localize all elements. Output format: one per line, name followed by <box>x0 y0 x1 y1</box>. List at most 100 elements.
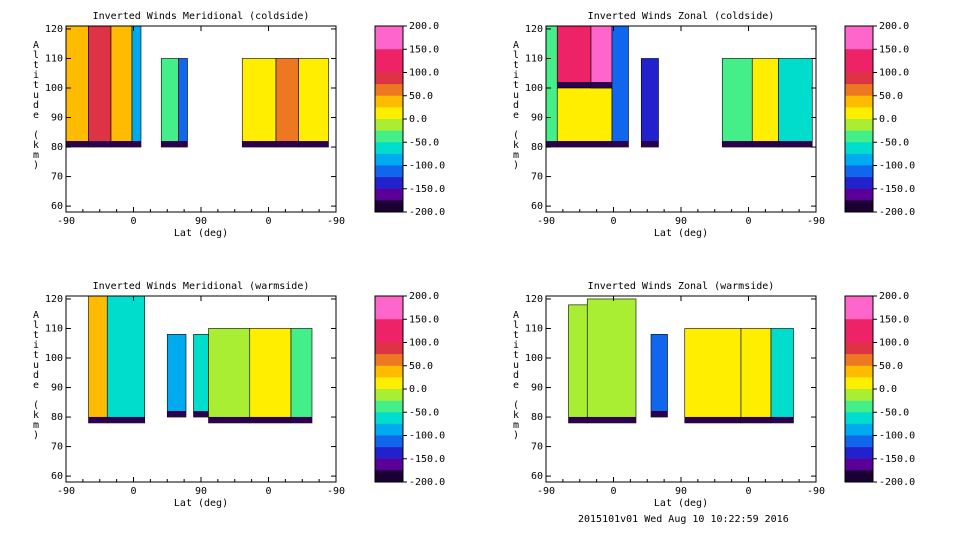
data-region <box>106 295 146 424</box>
colorbar-segment <box>845 319 873 332</box>
y-tick-label: 60 <box>51 201 63 212</box>
colorbar-segment <box>375 177 403 190</box>
colorbar-segment <box>845 447 873 460</box>
colorbar-segment <box>375 95 403 108</box>
colorbar-segment <box>375 342 403 355</box>
colorbar-tick-label: 0.0 <box>879 384 897 395</box>
data-region <box>650 334 668 418</box>
data-region-edge <box>111 141 132 148</box>
colorbar: 200.0 150.0 100.0 50.0 0.0 -50.0 -100.0 -150.0 -… <box>374 291 445 488</box>
colorbar-segment <box>845 130 873 143</box>
colorbar-tick-label: -100.0 <box>409 161 445 172</box>
y-tick-label: 100 <box>45 83 63 94</box>
data-region-edge <box>208 416 250 423</box>
colorbar-tick-label: 100.0 <box>879 68 909 79</box>
y-tick-label: 70 <box>531 172 543 183</box>
colorbar-tick-label: 150.0 <box>409 44 439 55</box>
data-region-edge <box>276 141 299 148</box>
data-region-edge <box>178 141 188 148</box>
y-tick-label: 80 <box>531 412 543 423</box>
data-region-edge <box>722 141 753 148</box>
footer-timestamp: 2015101v01 Wed Aug 10 10:22:59 2016 <box>578 514 789 525</box>
data-region <box>160 58 179 148</box>
data-region <box>275 58 299 148</box>
colorbar-segment <box>845 177 873 190</box>
colorbar-segment <box>375 107 403 120</box>
x-axis-label: Lat (deg) <box>654 498 708 509</box>
x-tick-label: 0 <box>610 216 616 227</box>
y-tick-label: 70 <box>531 442 543 453</box>
colorbar-segment <box>845 200 873 213</box>
colorbar-segment <box>375 330 403 343</box>
data-region-edge <box>741 416 771 423</box>
colorbar-segment <box>375 470 403 483</box>
data-region-edge <box>132 141 141 148</box>
data-region-edge <box>546 141 558 148</box>
y-tick-label: 120 <box>525 294 543 305</box>
data-region <box>684 328 742 424</box>
x-tick-label: -90 <box>807 486 825 497</box>
colorbar-tick-label: -150.0 <box>879 184 915 195</box>
y-tick-label: 110 <box>45 323 63 334</box>
x-tick-label: 0 <box>265 486 271 497</box>
colorbar-segment <box>375 447 403 460</box>
colorbar-tick-label: -100.0 <box>879 161 915 172</box>
data-region-edge <box>249 416 291 423</box>
data-region <box>568 304 588 424</box>
colorbar-tick-label: 200.0 <box>879 291 909 302</box>
x-tick-label: -90 <box>327 486 345 497</box>
colorbar-segment <box>375 26 403 39</box>
panel-2: Inverted Winds Zonal (coldside) -90 0 90 0 -9… <box>513 11 915 239</box>
colorbar-segment <box>845 342 873 355</box>
y-tick-label: 110 <box>525 323 543 334</box>
colorbar-segment <box>375 389 403 402</box>
data-region-edge <box>568 416 588 423</box>
colorbar-segment <box>375 49 403 62</box>
data-region-edge <box>684 416 741 423</box>
colorbar-segment <box>375 153 403 166</box>
colorbar-segment <box>845 296 873 309</box>
data-region <box>778 58 813 148</box>
data-region-edge <box>88 416 108 423</box>
colorbar-segment <box>375 458 403 471</box>
colorbar-segment <box>375 200 403 213</box>
colorbar-segment <box>845 389 873 402</box>
colorbar-segment <box>845 377 873 390</box>
data-region <box>290 328 313 424</box>
colorbar-segment <box>845 435 873 448</box>
x-tick-label: -90 <box>537 216 555 227</box>
x-tick-label: -90 <box>57 486 75 497</box>
colorbar-segment <box>375 319 403 332</box>
y-tick-label: 90 <box>531 113 543 124</box>
x-tick-label: -90 <box>807 216 825 227</box>
data-region <box>166 334 187 418</box>
data-region-edge <box>778 141 813 148</box>
y-tick-label: 70 <box>51 442 63 453</box>
y-tick-label: 110 <box>525 53 543 64</box>
colorbar-tick-label: -150.0 <box>879 454 915 465</box>
colorbar-tick-label: 0.0 <box>409 384 427 395</box>
colorbar-segment <box>845 458 873 471</box>
colorbar-segment <box>845 37 873 50</box>
x-axis-label: Lat (deg) <box>174 228 228 239</box>
colorbar-segment <box>375 365 403 378</box>
chart-title: Inverted Winds Zonal (warmside) <box>588 281 775 292</box>
colorbar-segment <box>845 49 873 62</box>
colorbar-segment <box>375 130 403 143</box>
data-region-edge <box>167 411 186 418</box>
panel-4: Inverted Winds Zonal (warmside) -90 0 90 0 -9… <box>513 281 915 509</box>
chart-title: Inverted Winds Meridional (coldside) <box>93 11 310 22</box>
colorbar-tick-label: 150.0 <box>879 44 909 55</box>
data-region-edge <box>193 411 209 418</box>
data-region <box>751 58 779 148</box>
colorbar-tick-label: 50.0 <box>879 361 903 372</box>
data-region-edge <box>612 141 629 148</box>
colorbar-tick-label: 0.0 <box>409 114 427 125</box>
y-tick-label: 90 <box>51 113 63 124</box>
data-region <box>721 58 753 148</box>
colorbar-tick-label: 150.0 <box>409 314 439 325</box>
